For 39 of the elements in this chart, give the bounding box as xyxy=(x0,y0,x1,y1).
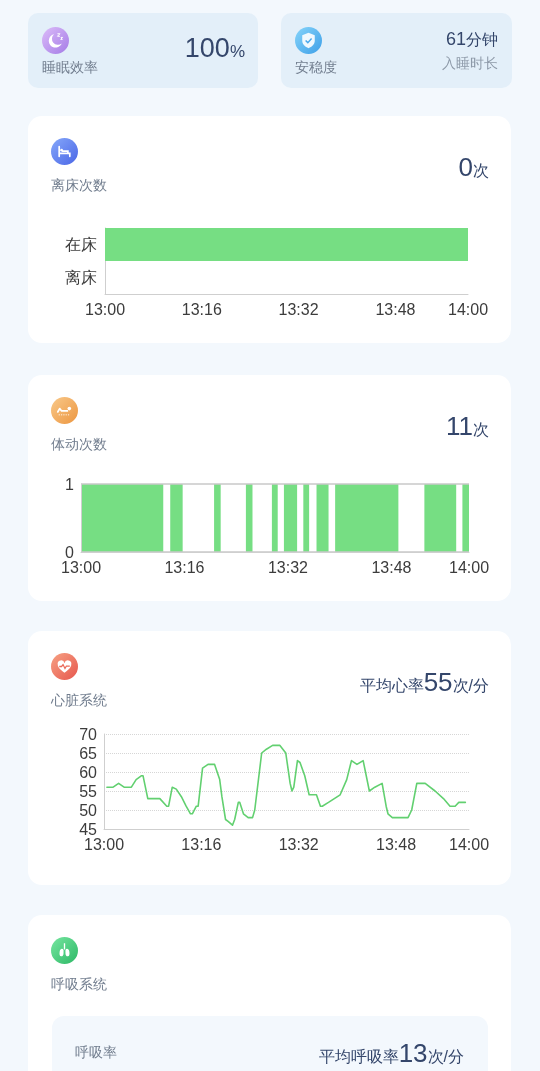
x-tick-label: 13:32 xyxy=(267,558,309,576)
text: 安稳度 xyxy=(295,58,337,76)
x-tick-label: 13:32 xyxy=(278,835,319,853)
y-tick-label: 55 xyxy=(79,782,98,800)
text: 0次 xyxy=(458,152,489,182)
y-tick-label: 在床 xyxy=(65,236,97,253)
text: 入睡时长 xyxy=(442,55,498,71)
x-tick-label: 13:00 xyxy=(84,300,126,318)
x-tick-label: 13:16 xyxy=(181,300,222,318)
x-tick-label: 14:00 xyxy=(448,558,490,576)
chart-title: 体动次数 xyxy=(51,435,107,453)
x-tick-label: 13:16 xyxy=(181,835,222,853)
x-tick-label: 13:00 xyxy=(60,558,102,576)
y-tick-label: 0 xyxy=(65,543,75,561)
chart-title: 离床次数 xyxy=(51,176,107,194)
y-tick-label: 1 xyxy=(65,475,75,493)
x-tick-label: 13:00 xyxy=(83,835,125,853)
y-tick-label: 45 xyxy=(79,820,98,838)
x-tick-label: 13:32 xyxy=(278,300,319,318)
text: 呼吸系统 xyxy=(51,975,107,993)
text: 平均心率55次/分 xyxy=(359,667,489,697)
y-tick-label: 60 xyxy=(79,763,98,781)
text: 61分钟 xyxy=(445,29,498,49)
x-tick-label: 14:00 xyxy=(447,300,489,318)
text: 100% xyxy=(184,33,245,63)
y-tick-label: 65 xyxy=(79,744,98,762)
x-tick-label: 13:48 xyxy=(371,558,412,576)
x-tick-label: 13:48 xyxy=(375,300,416,318)
y-tick-label: 70 xyxy=(79,725,98,743)
x-tick-label: 13:16 xyxy=(164,558,205,576)
line-series xyxy=(106,744,467,826)
y-tick-label: 50 xyxy=(79,801,98,819)
y-tick-label: 离床 xyxy=(65,269,97,286)
x-tick-label: 13:48 xyxy=(375,835,417,853)
text: 11次 xyxy=(446,411,489,441)
inner-card: 呼吸率 平均呼吸率13次/分 xyxy=(52,1016,488,1071)
text: 睡眠效率 xyxy=(42,58,98,76)
chart-title: 心脏系统 xyxy=(51,691,107,709)
x-tick-label: 14:00 xyxy=(448,835,490,853)
